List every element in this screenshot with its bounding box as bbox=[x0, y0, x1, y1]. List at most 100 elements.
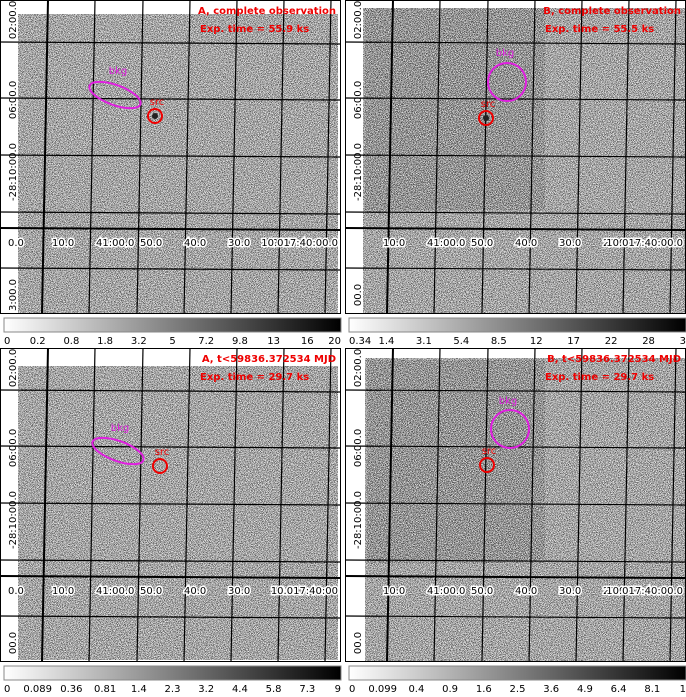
y-axis-label: 00.0 bbox=[353, 284, 364, 306]
source bbox=[483, 115, 489, 121]
y-axis-label: -28:10:00.0 bbox=[353, 491, 364, 549]
panel-title: B, t<59836.372534 MJD bbox=[547, 354, 681, 365]
y-axis-label: -28:10:00.0 bbox=[353, 143, 364, 201]
panel: bkg src A, complete observation Exp. time =… bbox=[0, 0, 341, 347]
x-axis-label: 30.0 bbox=[559, 238, 581, 249]
colorbar-label: 2.5 bbox=[510, 684, 526, 693]
src-label: src bbox=[155, 447, 170, 458]
y-axis-label: 06:00.0 bbox=[353, 81, 364, 119]
colorbar-label: 0.36 bbox=[60, 684, 82, 693]
x-axis-label: 41:00.0 bbox=[427, 238, 465, 249]
colorbar-label: 28 bbox=[642, 336, 655, 347]
x-axis-label: 10.0 bbox=[52, 238, 74, 249]
colorbar-label: 0.099 bbox=[368, 684, 397, 693]
y-axis-label: 02:00.0 bbox=[8, 1, 19, 39]
colorbar-label: 5.4 bbox=[453, 336, 469, 347]
y-axis-label: 00.0 bbox=[353, 632, 364, 654]
colorbar-label: 9.8 bbox=[232, 336, 248, 347]
colorbar bbox=[4, 666, 341, 680]
colorbar-label: 9 bbox=[335, 684, 341, 693]
colorbar-label: 1 bbox=[680, 684, 686, 693]
x-axis-label: 41:00.0 bbox=[96, 238, 134, 249]
colorbar bbox=[349, 666, 686, 680]
x-axis-label: 10.017:40:00.0 bbox=[606, 238, 683, 249]
x-axis-label: 50.0 bbox=[140, 238, 162, 249]
colorbar-label: 16 bbox=[301, 336, 314, 347]
x-axis-label: 50.0 bbox=[471, 238, 493, 249]
bkg-label: bkg bbox=[111, 423, 130, 434]
colorbar-label: 5.8 bbox=[266, 684, 282, 693]
colorbar-label: 20 bbox=[328, 336, 341, 347]
bkg-label: bkg bbox=[496, 48, 515, 59]
y-axis-label: 06:00.0 bbox=[353, 429, 364, 467]
image: bkg src B, t<59836.372534 MJD Exp. time = 2… bbox=[345, 348, 686, 662]
bkg-label: bkg bbox=[109, 66, 128, 77]
colorbar-label: 22 bbox=[605, 336, 618, 347]
x-axis-label: 10.0 bbox=[383, 238, 405, 249]
x-axis-label: 40.0 bbox=[515, 586, 537, 597]
exposure-time: Exp. time = 29.7 ks bbox=[200, 372, 309, 383]
image: bkg src A, complete observation Exp. time =… bbox=[0, 0, 341, 316]
colorbar-label: 3.2 bbox=[198, 684, 214, 693]
y-axis-label: 02:00.0 bbox=[8, 349, 19, 387]
colorbar-label: 3.6 bbox=[543, 684, 559, 693]
x-axis-label: 41:00.0 bbox=[427, 586, 465, 597]
exposure-time: Exp. time = 29.7 ks bbox=[545, 372, 654, 383]
colorbar-label: 0 bbox=[4, 684, 10, 693]
source bbox=[152, 113, 158, 119]
panel: bkg src B, t<59836.372534 MJD Exp. time = 2… bbox=[345, 348, 686, 693]
x-axis-label: 40.0 bbox=[515, 238, 537, 249]
x-axis-label: 50.0 bbox=[471, 586, 493, 597]
colorbar-label: 3 bbox=[680, 336, 686, 347]
colorbar-label: 1.4 bbox=[378, 336, 394, 347]
colorbar bbox=[349, 318, 686, 332]
figure: bkg src A, complete observation Exp. time =… bbox=[0, 0, 686, 693]
colorbar-label: 0 bbox=[4, 336, 10, 347]
panel-title: A, complete observation bbox=[198, 6, 336, 17]
panel: bkg src A, t<59836.372534 MJD Exp. time = 2… bbox=[0, 348, 341, 693]
y-axis-label: -28:10:00.0 bbox=[8, 143, 19, 201]
colorbar-label: 7.2 bbox=[198, 336, 214, 347]
colorbar-label: 0.4 bbox=[408, 684, 424, 693]
colorbar-label: 12 bbox=[530, 336, 543, 347]
colorbar-label: 0.8 bbox=[63, 336, 79, 347]
exposure-time: Exp. time = 55.9 ks bbox=[200, 24, 309, 35]
colorbar-label: 8.5 bbox=[491, 336, 507, 347]
colorbar-label: 8.1 bbox=[644, 684, 660, 693]
x-axis-label: 41:00.0 bbox=[96, 586, 134, 597]
colorbar-label: 4.4 bbox=[232, 684, 248, 693]
colorbar-label: 1.6 bbox=[476, 684, 492, 693]
x-axis-label: 0.0 bbox=[8, 238, 24, 249]
colorbar-label: 6.4 bbox=[611, 684, 627, 693]
colorbar-label: 1.8 bbox=[97, 336, 113, 347]
src-label: src bbox=[150, 97, 165, 108]
colorbar-label: 3.2 bbox=[131, 336, 147, 347]
x-axis-label: 10.017:40:00.0 bbox=[261, 238, 338, 249]
colorbar-label: 0.9 bbox=[442, 684, 458, 693]
bkg-label: bkg bbox=[499, 396, 518, 407]
colorbar-label: 4.9 bbox=[577, 684, 593, 693]
colorbar-label: 0.81 bbox=[94, 684, 116, 693]
colorbar-label: 0.089 bbox=[23, 684, 52, 693]
y-axis-label: 00.0 bbox=[8, 632, 19, 654]
colorbar-label: 7.3 bbox=[299, 684, 315, 693]
src-label: src bbox=[482, 446, 497, 457]
colorbar-label: 0 bbox=[349, 684, 355, 693]
colorbar-label: 1.4 bbox=[131, 684, 147, 693]
panel-title: A, t<59836.372534 MJD bbox=[202, 354, 336, 365]
x-axis-label: 0.0 bbox=[8, 586, 24, 597]
colorbar-label: 5 bbox=[169, 336, 175, 347]
x-axis-label: 10.017:40:00.0 bbox=[606, 586, 683, 597]
colorbar-label: 3.1 bbox=[416, 336, 432, 347]
x-axis-label: 40.0 bbox=[184, 586, 206, 597]
colorbar-label: 0.2 bbox=[30, 336, 46, 347]
panel-title: B, complete observation bbox=[543, 6, 681, 17]
x-axis-label: 30.0 bbox=[559, 586, 581, 597]
colorbar bbox=[4, 318, 341, 332]
colorbar-label: 13 bbox=[267, 336, 280, 347]
y-axis-label: 02:00.0 bbox=[353, 1, 364, 39]
y-axis-label: 02:00.0 bbox=[353, 349, 364, 387]
x-axis-label: 30.0 bbox=[228, 586, 250, 597]
colorbar-label: 0.34 bbox=[349, 336, 371, 347]
